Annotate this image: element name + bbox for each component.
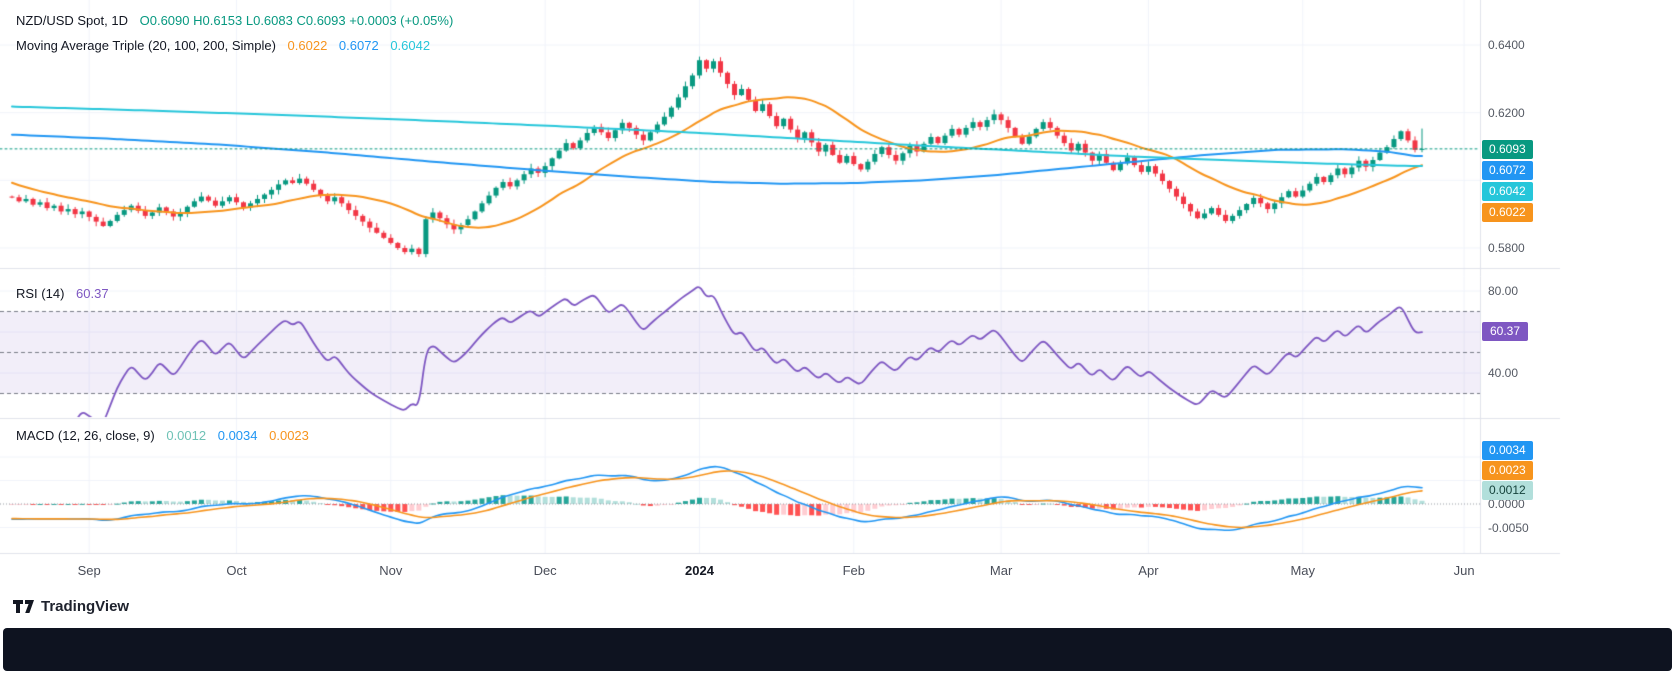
symbol-title[interactable]: NZD/USD Spot, 1D bbox=[16, 13, 128, 28]
macd-signal-badge: 0.0023 bbox=[1482, 461, 1533, 480]
macd-signal-value: 0.0023 bbox=[269, 428, 309, 443]
macd-legend[interactable]: MACD (12, 26, close, 9) 0.0012 0.0034 0.… bbox=[16, 428, 309, 443]
macd-title[interactable]: MACD (12, 26, close, 9) bbox=[16, 428, 155, 443]
tradingview-wordmark: TradingView bbox=[41, 598, 130, 615]
macd-hist-value: 0.0012 bbox=[166, 428, 207, 443]
ma100-badge: 0.6072 bbox=[1482, 161, 1533, 180]
time-label: Oct bbox=[226, 563, 247, 578]
rsi-legend[interactable]: RSI (14) 60.37 bbox=[16, 286, 109, 301]
ma20-badge: 0.6022 bbox=[1482, 203, 1533, 222]
time-label: Dec bbox=[533, 563, 557, 578]
macd-tick: -0.0050 bbox=[1488, 521, 1529, 535]
rsi-tick: 40.00 bbox=[1488, 366, 1519, 380]
time-axis[interactable] bbox=[0, 554, 1480, 584]
macd-hist-badge: 0.0012 bbox=[1482, 481, 1533, 500]
price-tick: 0.6200 bbox=[1488, 106, 1525, 120]
price-tick: 0.5800 bbox=[1488, 241, 1525, 255]
ma-triple-legend[interactable]: Moving Average Triple (20, 100, 200, Sim… bbox=[16, 38, 430, 53]
price-tick: 0.6400 bbox=[1488, 38, 1525, 52]
rsi-title[interactable]: RSI (14) bbox=[16, 286, 65, 301]
time-label: Feb bbox=[842, 563, 865, 578]
ohlc-values: O0.6090 H0.6153 L0.6083 C0.6093 +0.0003 … bbox=[139, 13, 454, 28]
bottom-bar bbox=[3, 628, 1672, 671]
rsi-value: 60.37 bbox=[76, 286, 109, 301]
time-label: Sep bbox=[77, 563, 101, 578]
rsi-badge: 60.37 bbox=[1482, 322, 1528, 341]
time-label: Apr bbox=[1138, 563, 1159, 578]
symbol-legend[interactable]: NZD/USD Spot, 1D O0.6090 H0.6153 L0.6083… bbox=[16, 13, 453, 28]
macd-line-badge: 0.0034 bbox=[1482, 441, 1533, 460]
tradingview-logo-icon bbox=[13, 599, 34, 614]
macd-tick: 0.0000 bbox=[1488, 497, 1525, 511]
ma200-value: 0.6042 bbox=[390, 38, 431, 53]
time-label: Jun bbox=[1453, 563, 1475, 578]
macd-line-value: 0.0034 bbox=[217, 428, 258, 443]
last-price-badge: 0.6093 bbox=[1482, 140, 1533, 159]
ma-triple-title[interactable]: Moving Average Triple (20, 100, 200, Sim… bbox=[16, 38, 276, 53]
time-label-year: 2024 bbox=[685, 563, 714, 578]
ma20-value: 0.6022 bbox=[287, 38, 328, 53]
ma100-value: 0.6072 bbox=[338, 38, 379, 53]
tradingview-link[interactable]: TradingView bbox=[13, 598, 129, 615]
time-label: Nov bbox=[379, 563, 403, 578]
ma200-badge: 0.6042 bbox=[1482, 182, 1533, 201]
time-label: May bbox=[1290, 563, 1316, 578]
time-label: Mar bbox=[989, 563, 1013, 578]
rsi-tick: 80.00 bbox=[1488, 284, 1519, 298]
